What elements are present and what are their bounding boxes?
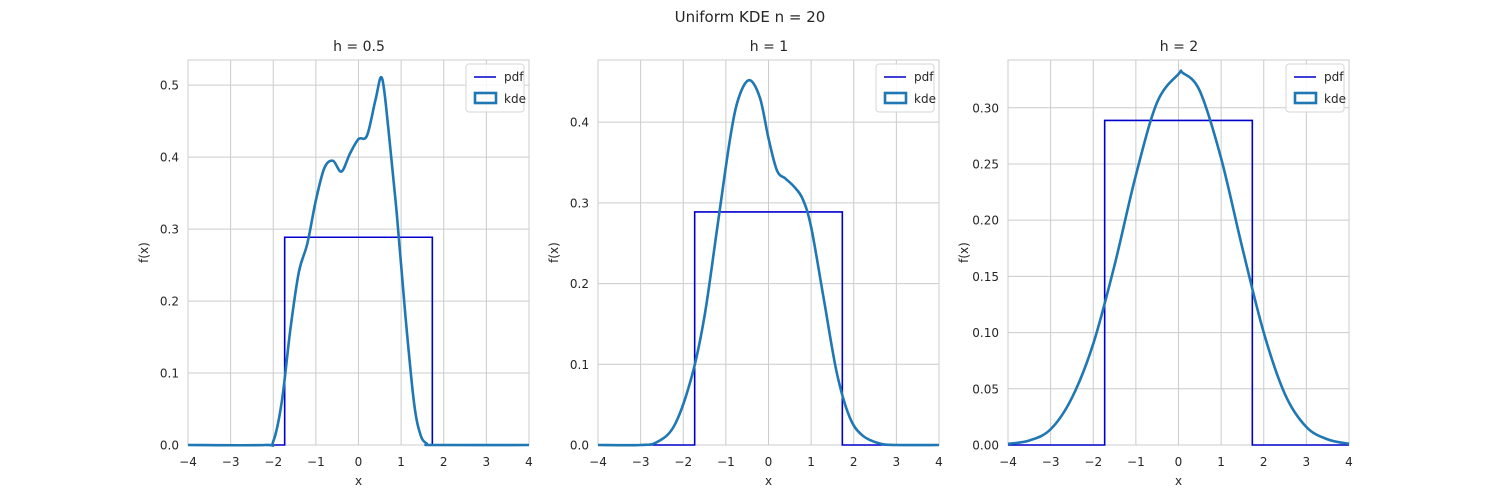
subplot-3: h = 2 −4 −3 −2 −1 0 1 2 3 4 0.00 0.05 0.10 0.15 0.20 0… (957, 39, 1353, 488)
subplot-1-plot-area: −4 −3 −2 −1 0 1 2 3 4 0.0 0.1 0.2 0.3 0.4 0.5 x f(x) pdf k… (137, 59, 533, 488)
subplot-1-xtick-label-4: 0 (355, 455, 363, 469)
subplot-2-ytick-label-2: 0.2 (570, 277, 589, 291)
subplot-3-xtick-label-2: −2 (1084, 455, 1102, 469)
subplot-2-series-pdf-line (598, 211, 939, 446)
subplot-2-xtick-label-1: −3 (632, 455, 650, 469)
subplot-2-xtick-label-2: −2 (674, 455, 692, 469)
subplot-2-series-kde-line (597, 78, 940, 447)
subplot-3-ylabel: f(x) (957, 242, 971, 263)
subplot-3-series-kde-line (1007, 69, 1350, 446)
subplot-2-plot-area: −4 −3 −2 −1 0 1 2 3 4 0.0 0.1 0.2 0.3 0.4 x f(x) pdf kde (547, 59, 943, 488)
subplot-2-legend-pdf-label: pdf (914, 70, 934, 84)
subplot-1-ytick-label-5: 0.5 (160, 79, 179, 93)
subplot-3-xtick-label-7: 3 (1303, 455, 1311, 469)
subplot-2-ytick-label-4: 0.4 (570, 116, 589, 130)
subplot-1-frame (187, 59, 530, 446)
subplot-3-title: h = 2 (1160, 39, 1198, 55)
subplot-3-xtick-label-0: −4 (999, 455, 1017, 469)
subplot-1: h = 0.5 −4 −3 −2 −1 0 1 2 3 4 0.0 0.1 0.2 0.3 0.4 0.5 x… (137, 39, 533, 488)
subplot-3-ytick-label-6: 0.30 (972, 101, 999, 115)
subplot-2-ytick-label-3: 0.3 (570, 196, 589, 210)
subplot-3-ytick-label-3: 0.15 (972, 270, 999, 284)
subplot-2-xtick-label-6: 2 (850, 455, 858, 469)
subplot-3-legend-kde-label: kde (1324, 92, 1346, 106)
subplot-3-plot-area: −4 −3 −2 −1 0 1 2 3 4 0.00 0.05 0.10 0.15 0.20 0.25 0.3… (957, 59, 1353, 488)
subplot-3-xtick-label-5: 1 (1217, 455, 1225, 469)
subplot-3-frame (1007, 59, 1350, 446)
subplot-3-ytick-label-1: 0.05 (972, 382, 999, 396)
subplot-2-legend-kde-label: kde (914, 92, 936, 106)
subplot-3-legend-kde-swatch (1293, 91, 1318, 105)
subplot-3-xtick-label-1: −3 (1042, 455, 1060, 469)
subplot-1-ytick-label-2: 0.2 (160, 295, 179, 309)
subplot-3-legend-pdf-label: pdf (1324, 70, 1344, 84)
subplot-1-xtick-label-8: 4 (525, 455, 533, 469)
figure-title: Uniform KDE n = 20 (675, 8, 826, 26)
subplot-3-ytick-label-4: 0.20 (972, 214, 999, 228)
subplot-2-legend-kde-swatch (883, 91, 908, 105)
subplot-1-legend-kde-swatch (473, 91, 498, 105)
subplot-3-series-pdf-line (1008, 119, 1349, 446)
subplot-3-xtick-label-4: 0 (1175, 455, 1183, 469)
subplot-1-ytick-label-1: 0.1 (160, 367, 179, 381)
subplot-3-ytick-label-2: 0.10 (972, 326, 999, 340)
subplot-2-xtick-label-5: 1 (807, 455, 815, 469)
subplot-2-frame (597, 59, 940, 446)
subplot-2-title: h = 1 (750, 39, 788, 55)
subplot-1-xtick-label-5: 1 (397, 455, 405, 469)
subplot-2-xlabel: x (765, 474, 772, 488)
subplot-1-legend (465, 63, 525, 113)
subplot-1-ytick-label-4: 0.4 (160, 151, 179, 165)
subplot-1-ytick-label-3: 0.3 (160, 223, 179, 237)
subplot-1-xtick-label-0: −4 (179, 455, 197, 469)
subplot-3-ytick-label-5: 0.25 (972, 157, 999, 171)
subplot-1-legend-pdf-label: pdf (504, 70, 524, 84)
subplot-1-ylabel: f(x) (137, 242, 151, 263)
subplot-2-ytick-label-1: 0.1 (570, 358, 589, 372)
subplot-1-xtick-label-6: 2 (440, 455, 448, 469)
subplot-2-xtick-label-4: 0 (765, 455, 773, 469)
subplot-3-xlabel: x (1175, 474, 1182, 488)
subplot-2-xtick-label-0: −4 (589, 455, 607, 469)
subplot-2-legend (875, 63, 935, 113)
subplot-1-xtick-label-7: 3 (483, 455, 491, 469)
subplot-1-xtick-label-1: −3 (222, 455, 240, 469)
subplot-2-ylabel: f(x) (547, 242, 561, 263)
subplot-1-title: h = 0.5 (333, 39, 385, 55)
subplot-1-xlabel: x (355, 474, 362, 488)
subplot-2-xtick-label-8: 4 (935, 455, 943, 469)
subplot-2-xtick-label-3: −1 (717, 455, 735, 469)
subplot-1-series-kde-line (187, 75, 530, 447)
subplot-2: h = 1 −4 −3 −2 −1 0 1 2 3 4 0.0 0.1 0.2 0.3 0.4 x f(x) p… (547, 39, 943, 488)
subplot-3-legend (1285, 63, 1345, 113)
subplot-3-xtick-label-3: −1 (1127, 455, 1145, 469)
subplot-2-xtick-label-7: 3 (893, 455, 901, 469)
subplot-1-ytick-label-0: 0.0 (160, 439, 179, 453)
subplot-3-ytick-label-0: 0.00 (972, 439, 999, 453)
subplot-1-xtick-label-2: −2 (264, 455, 282, 469)
subplot-1-xtick-label-3: −1 (307, 455, 325, 469)
subplot-3-xtick-label-6: 2 (1260, 455, 1268, 469)
subplot-3-xtick-label-8: 4 (1345, 455, 1353, 469)
subplot-1-legend-kde-label: kde (504, 92, 526, 106)
subplot-2-ytick-label-0: 0.0 (570, 439, 589, 453)
